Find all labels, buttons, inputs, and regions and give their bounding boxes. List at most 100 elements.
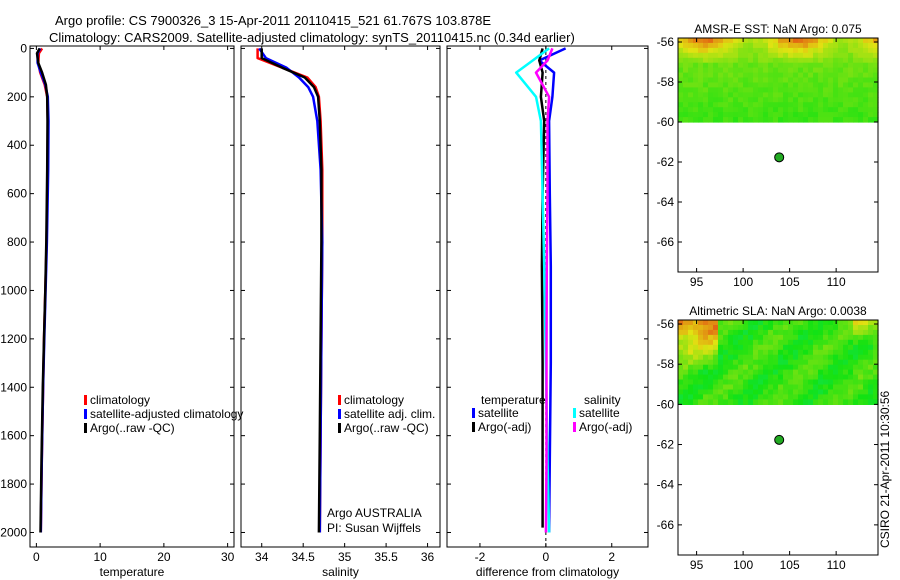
- field-cell: [778, 369, 784, 376]
- field-cell: [813, 374, 819, 381]
- field-cell: [743, 329, 749, 336]
- field-cell: [698, 369, 704, 376]
- field-cell: [853, 354, 859, 361]
- field-cell: [873, 117, 879, 123]
- field-cell: [773, 384, 779, 391]
- field-cell: [763, 354, 769, 361]
- field-cell: [848, 42, 854, 49]
- field-cell: [698, 379, 704, 386]
- field-cell: [778, 349, 784, 356]
- field-cell: [793, 394, 799, 400]
- field-cell: [718, 320, 724, 326]
- field-cell: [748, 42, 754, 49]
- diff-legend-item: Argo(-adj): [579, 420, 632, 434]
- field-cell: [773, 47, 779, 54]
- field-cell: [703, 379, 709, 386]
- field-cell: [808, 384, 814, 391]
- field-cell: [808, 320, 814, 326]
- field-cell: [803, 67, 809, 74]
- field-cell: [708, 107, 714, 113]
- field-cell: [803, 82, 809, 88]
- field-cell: [693, 394, 699, 400]
- field-cell: [713, 394, 719, 400]
- field-cell: [788, 92, 794, 98]
- field-cell: [718, 107, 724, 113]
- field-cell: [703, 399, 709, 405]
- field-cell: [758, 349, 764, 356]
- field-cell: [753, 354, 759, 361]
- field-cell: [823, 42, 829, 49]
- field-cell: [833, 102, 839, 108]
- field-cell: [808, 344, 814, 351]
- field-cell: [858, 379, 864, 386]
- field-cell: [798, 107, 804, 113]
- field-cell: [768, 38, 774, 44]
- field-cell: [793, 369, 799, 376]
- field-cell: [788, 379, 794, 386]
- field-cell: [783, 92, 789, 98]
- field-cell: [688, 369, 694, 376]
- field-cell: [703, 374, 709, 381]
- field-cell: [858, 334, 864, 341]
- field-cell: [723, 102, 729, 108]
- field-cell: [843, 389, 849, 396]
- field-cell: [843, 369, 849, 376]
- field-cell: [833, 399, 839, 405]
- field-cell: [708, 359, 714, 366]
- series-line-salinity-argo-adj-: [534, 47, 554, 533]
- field-cell: [743, 374, 749, 381]
- field-cell: [858, 349, 864, 356]
- field-cell: [838, 320, 844, 326]
- field-cell: [793, 102, 799, 108]
- sla-map-panel: Altimetric SLA: NaN Argo: 0.0038 -56 -58 -6…: [657, 304, 879, 572]
- field-cell: [693, 57, 699, 64]
- field-cell: [773, 92, 779, 98]
- field-cell: [808, 57, 814, 64]
- field-cell: [768, 67, 774, 74]
- field-cell: [873, 42, 879, 49]
- field-cell: [813, 344, 819, 351]
- field-cell: [678, 329, 684, 336]
- field-cell: [828, 320, 834, 326]
- field-cell: [838, 354, 844, 361]
- field-cell: [778, 47, 784, 54]
- y-tick-label: -58: [657, 75, 675, 89]
- field-cell: [703, 112, 709, 118]
- field-cell: [748, 339, 754, 346]
- field-cell: [813, 62, 819, 69]
- field-cell: [693, 47, 699, 54]
- field-cell: [718, 379, 724, 386]
- field-cell: [783, 77, 789, 83]
- difference-panel-frame: [446, 45, 649, 548]
- field-cell: [788, 349, 794, 356]
- field-cell: [683, 349, 689, 356]
- field-cell: [728, 329, 734, 336]
- field-cell: [858, 329, 864, 336]
- field-cell: [733, 359, 739, 366]
- field-cell: [858, 117, 864, 123]
- field-cell: [733, 389, 739, 396]
- field-cell: [703, 62, 709, 69]
- field-cell: [798, 42, 804, 49]
- field-cell: [753, 379, 759, 386]
- field-cell: [703, 87, 709, 93]
- field-cell: [723, 359, 729, 366]
- field-cell: [823, 67, 829, 74]
- field-cell: [858, 97, 864, 103]
- field-cell: [773, 364, 779, 371]
- temperature-panel: 0 200 400 600 800 1000 1200 1400 1600 1800 2000 0 10…: [0, 41, 243, 579]
- y-tick-label: 0: [20, 41, 27, 55]
- difference-panel-xlabel: difference from climatology: [476, 565, 619, 579]
- temperature-panel-frame: [29, 45, 235, 548]
- field-cell: [853, 339, 859, 346]
- field-cell: [688, 87, 694, 93]
- field-cell: [678, 325, 684, 331]
- field-cell: [863, 339, 869, 346]
- field-cell: [718, 72, 724, 79]
- field-cell: [828, 112, 834, 118]
- field-cell: [798, 369, 804, 376]
- field-cell: [848, 72, 854, 79]
- field-cell: [698, 92, 704, 98]
- field-cell: [778, 62, 784, 69]
- field-cell: [678, 47, 684, 54]
